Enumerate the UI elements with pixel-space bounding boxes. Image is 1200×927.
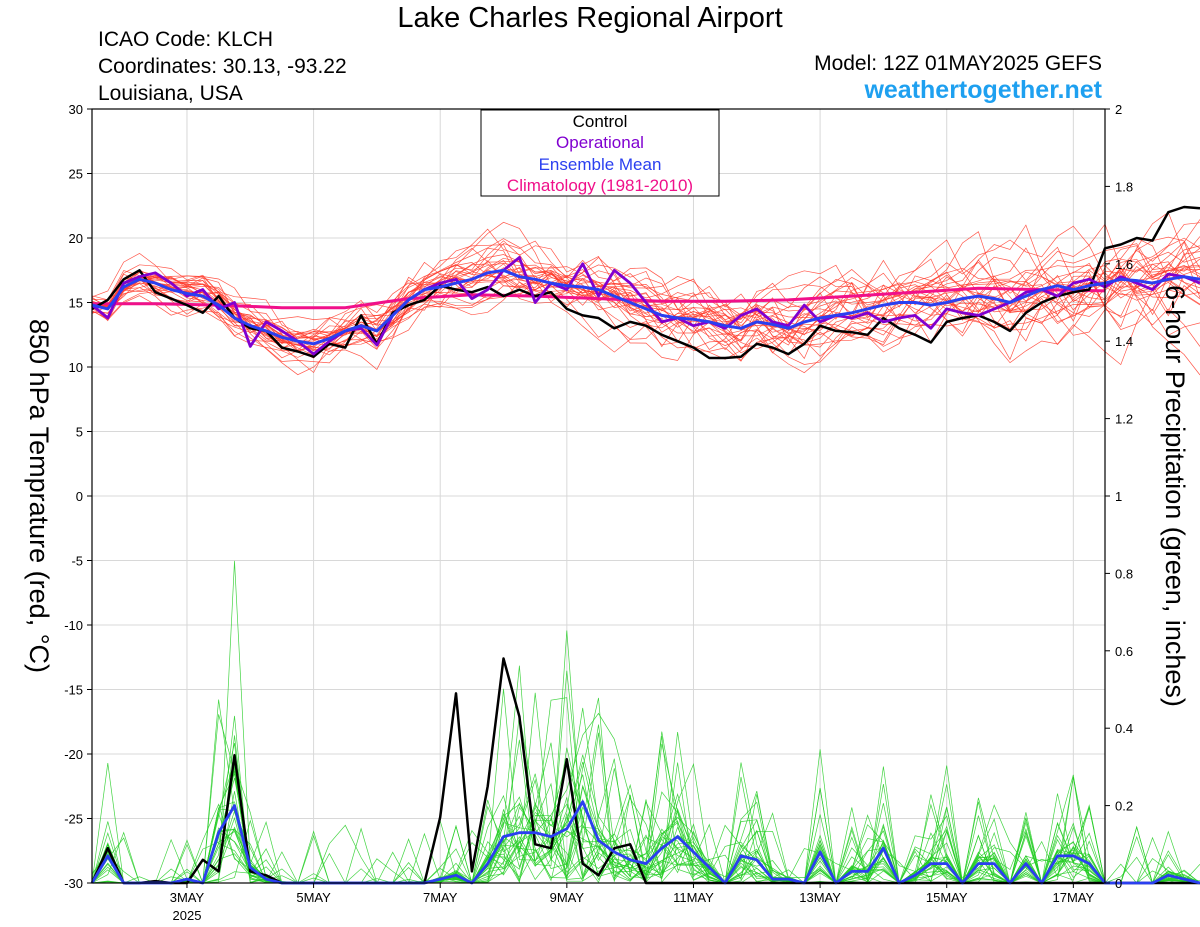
icao-code: ICAO Code: KLCH [98, 28, 274, 51]
temp-member-line [91, 222, 1200, 361]
y-axis-right-label: 6-hour Precipitation (green, inches) [1160, 285, 1190, 707]
x-tick-year: 2025 [173, 908, 202, 923]
y-tick-label-left: 25 [69, 167, 83, 182]
x-tick-label: 11MAY [673, 890, 714, 905]
x-axis: 3MAY 2025 5MAY 7MAY 9MAY 11MAY 13MAY 15MAY 17MAY [170, 883, 1095, 923]
y-tick-label-right: 2 [1115, 102, 1122, 117]
control-temp-line [91, 205, 1200, 360]
temp-member-line [91, 244, 1200, 376]
y-tick-label-left: 0 [76, 489, 83, 504]
y-tick-label-left: 15 [69, 296, 83, 311]
model-run: Model: 12Z 01MAY2025 GEFS [814, 52, 1102, 75]
y-tick-label-right: 1.4 [1115, 334, 1133, 349]
grid-lines [92, 108, 1105, 884]
temp-member-line [91, 245, 1200, 360]
temp-member-line [91, 239, 1200, 345]
site-link[interactable]: weathertogether.net [864, 76, 1102, 104]
legend-control: Control [573, 112, 628, 131]
coordinates: Coordinates: 30.13, -93.22 [98, 55, 347, 78]
chart-title: Lake Charles Regional Airport [397, 2, 783, 34]
legend-ensemble-mean: Ensemble Mean [539, 155, 662, 174]
y-tick-label-left: -30 [64, 876, 83, 891]
y-tick-label-right: 0.8 [1115, 566, 1133, 581]
x-tick-label: 3MAY [170, 890, 205, 905]
x-tick-label: 15MAY [926, 890, 968, 905]
temp-member-line [91, 271, 1200, 346]
legend-operational: Operational [556, 133, 644, 152]
y-axis-left: 30 25 20 15 10 5 0 -5 -10 -15 -20 -25 -30 [64, 102, 92, 891]
y-tick-label-right: 0 [1115, 876, 1122, 891]
y-tick-label-right: 1.2 [1115, 412, 1133, 427]
precip-member-line [91, 692, 1200, 884]
y-tick-label-left: -20 [64, 747, 83, 762]
y-tick-label-left: 10 [69, 360, 83, 375]
ensemble-mean-temp-line [91, 268, 1200, 346]
temp-member-line [91, 237, 1200, 358]
temp-member-line [91, 211, 1200, 362]
y-tick-label-right: 1.6 [1115, 257, 1133, 272]
y-tick-label-right: 0.2 [1115, 799, 1133, 814]
temp-member-line [91, 243, 1200, 353]
x-tick-label: 13MAY [799, 890, 841, 905]
y-tick-label-left: 5 [76, 425, 83, 440]
temp-member-line [91, 221, 1200, 374]
temp-member-line [91, 261, 1200, 359]
temp-member-line [91, 261, 1200, 347]
x-tick-label: 5MAY [296, 890, 331, 905]
ensemble-mean-precip-line [90, 800, 1200, 885]
y-tick-label-left: -10 [64, 618, 83, 633]
climatology-line [92, 286, 1106, 310]
legend-box [480, 109, 720, 197]
legend-climatology: Climatology (1981-2010) [507, 176, 693, 195]
y-tick-label-right: 1.8 [1115, 179, 1133, 194]
main-series [90, 205, 1200, 885]
y-axis-left-label: 850 hPa Temprature (red, °C) [24, 319, 54, 673]
precip-member-line [91, 697, 1200, 884]
y-tick-label-right: 0.6 [1115, 644, 1133, 659]
precip-member-lines [91, 560, 1200, 885]
y-tick-label-right: 1 [1115, 489, 1122, 504]
precip-member-line [91, 794, 1200, 884]
region: Louisiana, USA [98, 82, 243, 105]
y-tick-label-left: 30 [69, 102, 83, 117]
legend: Control Operational Ensemble Mean Climat… [480, 109, 720, 197]
temp-member-line [91, 240, 1200, 365]
y-tick-label-left: -15 [64, 683, 83, 698]
y-axis-right: 2 1.8 1.6 1.4 1.2 1 0.8 0.6 0.4 0.2 0 [1105, 102, 1133, 891]
y-tick-label-right: 0.4 [1115, 721, 1133, 736]
y-tick-label-left: -25 [64, 812, 83, 827]
y-tick-label-left: -5 [71, 554, 83, 569]
y-tick-label-left: 20 [69, 231, 83, 246]
x-tick-label: 17MAY [1053, 890, 1095, 905]
x-tick-label: 9MAY [550, 890, 585, 905]
x-tick-label: 7MAY [423, 890, 458, 905]
